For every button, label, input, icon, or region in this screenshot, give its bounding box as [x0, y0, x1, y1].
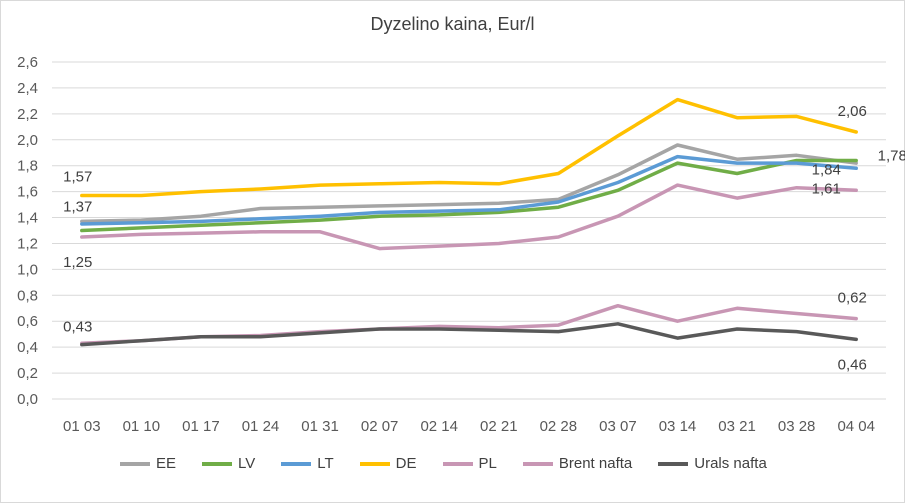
- x-tick-label: 01 10: [123, 418, 161, 435]
- legend-label: PL: [478, 455, 497, 472]
- x-tick-label: 03 07: [599, 418, 637, 435]
- y-tick-label: 2,2: [17, 106, 38, 123]
- legend-label: LT: [317, 455, 334, 472]
- legend-item: PL: [442, 455, 497, 472]
- x-tick-label: 02 21: [480, 418, 518, 435]
- x-tick-label: 03 14: [659, 418, 697, 435]
- x-tick-label: 03 21: [718, 418, 756, 435]
- series-line-de: [80, 97, 858, 198]
- y-tick-label: 0,4: [17, 339, 38, 356]
- series-line-ee: [80, 143, 858, 224]
- y-tick-label: 0,0: [17, 391, 38, 408]
- legend-swatch: [281, 461, 312, 466]
- y-tick-label: 2,0: [17, 132, 38, 149]
- x-tick-label: 01 17: [182, 418, 220, 435]
- x-tick-label: 01 31: [301, 418, 339, 435]
- series-line-lt: [80, 154, 858, 226]
- x-tick-label: 01 03: [63, 418, 101, 435]
- y-tick-label: 1,2: [17, 235, 38, 252]
- legend-swatch: [120, 461, 150, 466]
- legend-item: LV: [202, 455, 255, 472]
- y-tick-label: 1,6: [17, 184, 38, 201]
- legend-swatch: [359, 461, 390, 466]
- data-label: 1,57: [63, 169, 92, 186]
- chart-title: Dyzelino kaina, Eur/l: [370, 14, 535, 34]
- data-label: 0,46: [838, 356, 867, 373]
- data-label: 1,37: [63, 198, 92, 215]
- y-tick-label: 1,0: [17, 261, 38, 278]
- data-label: 1,61: [812, 180, 841, 197]
- y-tick-label: 0,6: [17, 313, 38, 330]
- x-tick-label: 04 04: [837, 418, 875, 435]
- series-line-urals-nafta: [80, 322, 858, 347]
- legend-label: LV: [238, 455, 256, 472]
- y-tick-label: 0,2: [17, 365, 38, 382]
- data-label: 1,25: [63, 254, 92, 271]
- legend-item: EE: [120, 455, 176, 472]
- y-tick-label: 1,4: [17, 210, 38, 227]
- legend: EE LV LT DE PL Brent nafta Urals nafta: [120, 455, 767, 472]
- series-line-lv: [80, 158, 858, 233]
- series-line-pl: [80, 183, 858, 251]
- legend-swatch: [658, 461, 689, 466]
- y-tick-label: 0,8: [17, 287, 38, 304]
- data-label: 1,78: [878, 147, 905, 164]
- legend-label: EE: [156, 455, 177, 472]
- legend-item: Urals nafta: [658, 455, 767, 472]
- legend-label: DE: [395, 455, 417, 472]
- y-tick-label: 2,6: [17, 54, 38, 71]
- y-tick-label: 2,4: [17, 80, 38, 97]
- legend-swatch: [522, 461, 553, 466]
- legend-label: Urals nafta: [694, 455, 767, 472]
- legend-item: Brent nafta: [522, 455, 633, 472]
- data-label: 2,06: [838, 103, 867, 120]
- x-tick-label: 02 14: [420, 418, 458, 435]
- legend-swatch: [442, 461, 473, 466]
- x-tick-label: 03 28: [778, 418, 816, 435]
- legend-item: LT: [281, 455, 334, 472]
- data-label: 0,43: [63, 318, 92, 335]
- legend-swatch: [202, 461, 233, 466]
- x-tick-label: 02 28: [540, 418, 578, 435]
- y-tick-label: 1,8: [17, 158, 38, 175]
- data-label: 0,62: [838, 290, 867, 307]
- x-tick-label: 02 07: [361, 418, 399, 435]
- x-tick-label: 01 24: [242, 418, 280, 435]
- legend-label: Brent nafta: [558, 455, 633, 472]
- legend-item: DE: [359, 455, 417, 472]
- data-label: 1,84: [812, 162, 841, 179]
